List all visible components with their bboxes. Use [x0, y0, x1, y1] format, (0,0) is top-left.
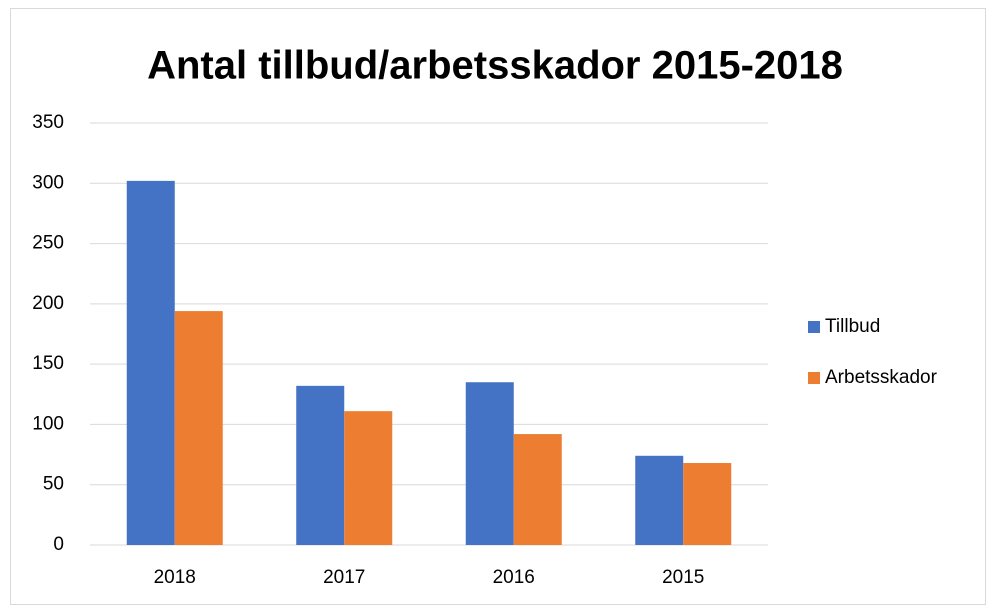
y-tick-label: 50: [43, 474, 64, 495]
bar: [513, 434, 562, 545]
y-tick-label: 200: [32, 293, 64, 314]
bar: [126, 180, 175, 546]
bar: [174, 311, 223, 545]
y-tick-label: 300: [32, 172, 64, 193]
legend-swatch: [808, 372, 820, 384]
bar: [344, 411, 393, 545]
y-tick-label: 0: [53, 534, 64, 555]
legend-label: Tillbud: [825, 316, 880, 337]
bar: [296, 385, 345, 545]
x-tick-label: 2018: [154, 567, 196, 588]
chart-title: Antal tillbud/arbetsskador 2015-2018: [147, 44, 843, 88]
y-tick-label: 250: [32, 233, 64, 254]
y-tick-label: 350: [32, 112, 64, 133]
bar: [635, 455, 684, 545]
x-tick-label: 2016: [493, 567, 535, 588]
bar: [683, 463, 732, 545]
y-tick-label: 100: [32, 413, 64, 434]
x-tick-label: 2015: [662, 567, 704, 588]
bar: [465, 382, 514, 545]
legend-swatch: [808, 321, 820, 333]
x-tick-label: 2017: [323, 567, 365, 588]
y-tick-label: 150: [32, 353, 64, 374]
legend-label: Arbetsskador: [825, 367, 938, 388]
